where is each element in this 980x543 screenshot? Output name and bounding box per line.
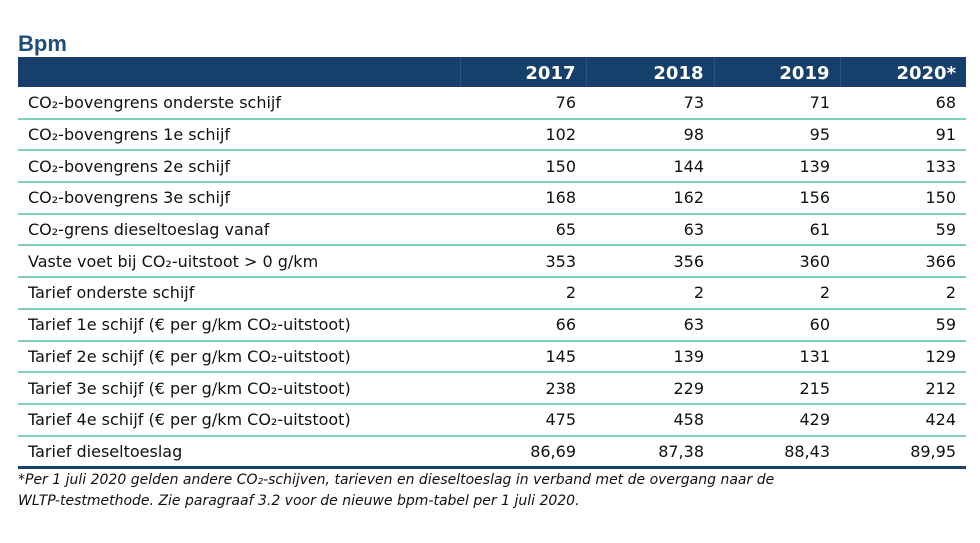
table-row: CO₂-bovengrens 1e schijf 102 98 95 91 bbox=[18, 118, 966, 152]
table-row: CO₂-bovengrens 2e schijf 150 144 139 133 bbox=[18, 150, 966, 184]
row-value: 73 bbox=[586, 87, 714, 120]
row-label: Tarief 3e schijf (€ per g/km CO₂-uitstoo… bbox=[18, 372, 460, 405]
footnote-line-2: WLTP-testmethode. Zie paragraaf 3.2 voor… bbox=[18, 493, 580, 509]
row-label: CO₂-bovengrens 3e schijf bbox=[18, 182, 460, 215]
row-value: 133 bbox=[840, 150, 966, 184]
row-value: 98 bbox=[586, 118, 714, 152]
row-value: 2 bbox=[586, 277, 714, 310]
row-value: 139 bbox=[714, 150, 840, 184]
row-value: 2 bbox=[714, 277, 840, 310]
row-value: 353 bbox=[460, 245, 586, 279]
row-value: 150 bbox=[460, 150, 586, 184]
page-title: Bpm bbox=[18, 31, 67, 56]
row-value: 212 bbox=[840, 372, 966, 405]
row-value: 63 bbox=[586, 308, 714, 342]
table-row: CO₂-grens dieseltoeslag vanaf 65 63 61 59 bbox=[18, 213, 966, 247]
table-row: CO₂-bovengrens 3e schijf 168 162 156 150 bbox=[18, 182, 966, 215]
row-label: CO₂-bovengrens 1e schijf bbox=[18, 118, 460, 152]
row-value: 360 bbox=[714, 245, 840, 279]
row-label: CO₂-bovengrens onderste schijf bbox=[18, 87, 460, 120]
table-row: CO₂-bovengrens onderste schijf 76 73 71 68 bbox=[18, 87, 966, 120]
row-value: 156 bbox=[714, 182, 840, 215]
row-value: 91 bbox=[840, 118, 966, 152]
row-value: 86,69 bbox=[460, 435, 586, 469]
row-value: 89,95 bbox=[840, 435, 966, 469]
header-cell-2018: 2018 bbox=[585, 57, 714, 87]
footnote: *Per 1 juli 2020 gelden andere CO₂-schij… bbox=[18, 470, 918, 512]
header-cell-2017: 2017 bbox=[459, 57, 586, 87]
row-value: 61 bbox=[714, 213, 840, 247]
header-cell-2020: 2020* bbox=[839, 57, 966, 87]
header-cell-label bbox=[18, 57, 460, 87]
table-row: Tarief onderste schijf 2 2 2 2 bbox=[18, 277, 966, 310]
row-value: 129 bbox=[840, 340, 966, 374]
row-value: 475 bbox=[460, 403, 586, 437]
row-value: 144 bbox=[586, 150, 714, 184]
row-value: 145 bbox=[460, 340, 586, 374]
row-value: 102 bbox=[460, 118, 586, 152]
bpm-table: 2017 2018 2019 2020* CO₂-bovengrens onde… bbox=[18, 57, 966, 469]
row-value: 2 bbox=[460, 277, 586, 310]
row-value: 60 bbox=[714, 308, 840, 342]
row-value: 458 bbox=[586, 403, 714, 437]
row-value: 59 bbox=[840, 213, 966, 247]
table-row: Vaste voet bij CO₂-uitstoot > 0 g/km 353 3… bbox=[18, 245, 966, 279]
table-row: Tarief 3e schijf (€ per g/km CO₂-uitstoo… bbox=[18, 372, 966, 405]
header-cell-2019: 2019 bbox=[713, 57, 840, 87]
row-value: 88,43 bbox=[714, 435, 840, 469]
row-label: Vaste voet bij CO₂-uitstoot > 0 g/km bbox=[18, 245, 460, 279]
row-value: 150 bbox=[840, 182, 966, 215]
row-value: 87,38 bbox=[586, 435, 714, 469]
row-label: Tarief 4e schijf (€ per g/km CO₂-uitstoo… bbox=[18, 403, 460, 437]
row-value: 424 bbox=[840, 403, 966, 437]
table-body: CO₂-bovengrens onderste schijf 76 73 71 68 CO… bbox=[18, 87, 966, 469]
row-value: 215 bbox=[714, 372, 840, 405]
row-label: CO₂-grens dieseltoeslag vanaf bbox=[18, 213, 460, 247]
row-value: 366 bbox=[840, 245, 966, 279]
row-value: 65 bbox=[460, 213, 586, 247]
row-value: 66 bbox=[460, 308, 586, 342]
table-row: Tarief dieseltoeslag 86,69 87,38 88,43 89,95 bbox=[18, 435, 966, 469]
row-value: 238 bbox=[460, 372, 586, 405]
row-value: 63 bbox=[586, 213, 714, 247]
row-value: 139 bbox=[586, 340, 714, 374]
row-value: 131 bbox=[714, 340, 840, 374]
table-row: Tarief 1e schijf (€ per g/km CO₂-uitstoo… bbox=[18, 308, 966, 342]
row-label: Tarief onderste schijf bbox=[18, 277, 460, 310]
row-label: CO₂-bovengrens 2e schijf bbox=[18, 150, 460, 184]
table-header-row: 2017 2018 2019 2020* bbox=[18, 57, 966, 87]
row-value: 76 bbox=[460, 87, 586, 120]
row-value: 71 bbox=[714, 87, 840, 120]
row-value: 168 bbox=[460, 182, 586, 215]
row-value: 68 bbox=[840, 87, 966, 120]
row-value: 2 bbox=[840, 277, 966, 310]
row-label: Tarief 1e schijf (€ per g/km CO₂-uitstoo… bbox=[18, 308, 460, 342]
row-label: Tarief dieseltoeslag bbox=[18, 435, 460, 469]
row-value: 95 bbox=[714, 118, 840, 152]
table-row: Tarief 2e schijf (€ per g/km CO₂-uitstoo… bbox=[18, 340, 966, 374]
row-value: 356 bbox=[586, 245, 714, 279]
table-row: Tarief 4e schijf (€ per g/km CO₂-uitstoo… bbox=[18, 403, 966, 437]
row-value: 429 bbox=[714, 403, 840, 437]
row-value: 59 bbox=[840, 308, 966, 342]
footnote-line-1: *Per 1 juli 2020 gelden andere CO₂-schij… bbox=[18, 472, 775, 488]
row-value: 229 bbox=[586, 372, 714, 405]
row-value: 162 bbox=[586, 182, 714, 215]
row-label: Tarief 2e schijf (€ per g/km CO₂-uitstoo… bbox=[18, 340, 460, 374]
